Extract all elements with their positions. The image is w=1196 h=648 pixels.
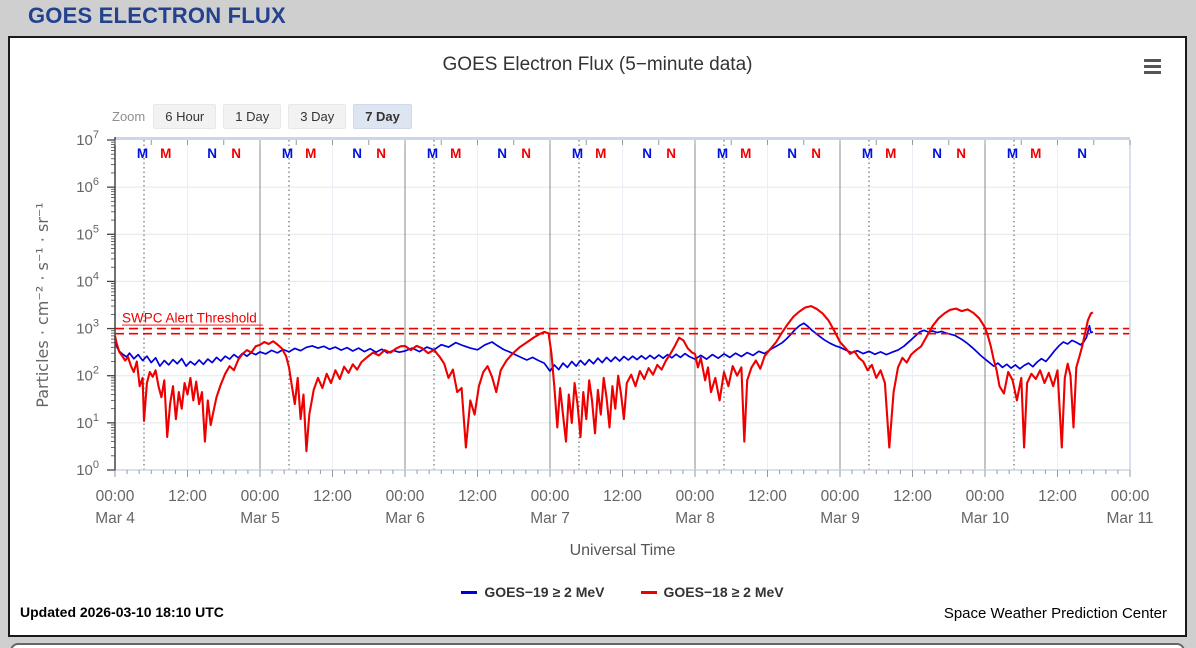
zoom-button-3-day[interactable]: 3 Day (288, 103, 347, 129)
x-tick-date: Mar 11 (1106, 510, 1153, 527)
x-tick-date: Mar 10 (961, 510, 1010, 527)
legend-item[interactable]: GOES−19 ≥ 2 MeV (461, 584, 605, 600)
credit-text: Space Weather Prediction Center (943, 605, 1167, 622)
page-title: GOES ELECTRON FLUX (28, 3, 286, 28)
satellite-midnight-marker: N (787, 146, 797, 161)
legend-swatch (640, 591, 657, 594)
satellite-midnight-marker: N (1077, 146, 1087, 161)
zoom-button-7-day[interactable]: 7 Day (353, 103, 412, 129)
x-tick-date: Mar 9 (820, 510, 860, 527)
next-panel-edge (10, 643, 1185, 648)
legend-label: GOES−19 ≥ 2 MeV (484, 584, 605, 600)
legend-item[interactable]: GOES−18 ≥ 2 MeV (640, 584, 784, 600)
updated-timestamp: Updated 2026-03-10 18:10 UTC (20, 604, 224, 620)
x-tick-time: 00:00 (241, 488, 280, 505)
x-tick-time: 00:00 (96, 488, 135, 505)
x-tick-time: 12:00 (313, 488, 352, 505)
x-tick-time: 00:00 (386, 488, 425, 505)
satellite-midnight-marker: N (231, 146, 241, 161)
y-tick-label: 107 (76, 129, 99, 149)
x-tick-time: 00:00 (1111, 488, 1150, 505)
satellite-midnight-marker: N (376, 146, 386, 161)
satellite-midnight-marker: N (666, 146, 676, 161)
satellite-midnight-marker: N (352, 146, 362, 161)
y-tick-label: 100 (76, 459, 99, 479)
x-tick-time: 00:00 (966, 488, 1005, 505)
satellite-noon-marker: M (137, 146, 148, 161)
x-tick-date: Mar 6 (385, 510, 425, 527)
x-tick-time: 00:00 (531, 488, 570, 505)
x-tick-date: Mar 8 (675, 510, 715, 527)
x-tick-date: Mar 4 (95, 510, 135, 527)
x-axis-title: Universal Time (569, 542, 676, 559)
satellite-noon-marker: M (595, 146, 606, 161)
y-tick-label: 102 (76, 365, 99, 385)
satellite-midnight-marker: N (811, 146, 821, 161)
hamburger-menu-icon[interactable] (1141, 59, 1163, 77)
x-tick-time: 12:00 (168, 488, 207, 505)
satellite-noon-marker: M (862, 146, 873, 161)
satellite-noon-marker: M (717, 146, 728, 161)
satellite-noon-marker: M (740, 146, 751, 161)
y-axis-title: Particles · cm⁻² · s⁻¹ · sr⁻¹ (33, 202, 52, 407)
satellite-noon-marker: M (305, 146, 316, 161)
y-tick-label: 104 (76, 270, 99, 290)
satellite-midnight-marker: N (956, 146, 966, 161)
x-tick-time: 12:00 (893, 488, 932, 505)
zoom-button-1-day[interactable]: 1 Day (223, 103, 282, 129)
y-tick-label: 105 (76, 223, 99, 243)
x-tick-time: 00:00 (676, 488, 715, 505)
site-header: GOES ELECTRON FLUX (0, 0, 1196, 36)
x-tick-time: 00:00 (821, 488, 860, 505)
satellite-midnight-marker: N (497, 146, 507, 161)
legend-label: GOES−18 ≥ 2 MeV (663, 584, 784, 600)
chart-panel: GOES Electron Flux (5−minute data) Zoom … (8, 36, 1187, 637)
satellite-noon-marker: M (1030, 146, 1041, 161)
satellite-midnight-marker: N (932, 146, 942, 161)
x-tick-date: Mar 5 (240, 510, 280, 527)
range-selector: Zoom 6 Hour 1 Day 3 Day 7 Day (112, 103, 419, 129)
x-tick-time: 12:00 (603, 488, 642, 505)
satellite-midnight-marker: N (521, 146, 531, 161)
y-tick-label: 103 (76, 318, 99, 338)
x-tick-time: 12:00 (458, 488, 497, 505)
satellite-noon-marker: M (572, 146, 583, 161)
satellite-noon-marker: M (450, 146, 461, 161)
chart-title: GOES Electron Flux (5−minute data) (442, 54, 753, 75)
satellite-noon-marker: M (427, 146, 438, 161)
satellite-midnight-marker: N (207, 146, 217, 161)
satellite-midnight-marker: N (642, 146, 652, 161)
x-tick-date: Mar 7 (530, 510, 570, 527)
y-tick-label: 101 (76, 412, 99, 432)
satellite-noon-marker: M (282, 146, 293, 161)
zoom-button-6-hour[interactable]: 6 Hour (153, 103, 217, 129)
x-tick-time: 12:00 (748, 488, 787, 505)
satellite-noon-marker: M (885, 146, 896, 161)
threshold-label: SWPC Alert Threshold (122, 311, 257, 326)
x-tick-time: 12:00 (1038, 488, 1077, 505)
y-tick-label: 106 (76, 176, 99, 196)
satellite-noon-marker: M (160, 146, 171, 161)
zoom-label: Zoom (112, 108, 146, 124)
satellite-noon-marker: M (1007, 146, 1018, 161)
legend: GOES−19 ≥ 2 MeV GOES−18 ≥ 2 MeV (115, 584, 1130, 602)
legend-swatch (461, 591, 478, 594)
series-line (114, 322, 1094, 372)
